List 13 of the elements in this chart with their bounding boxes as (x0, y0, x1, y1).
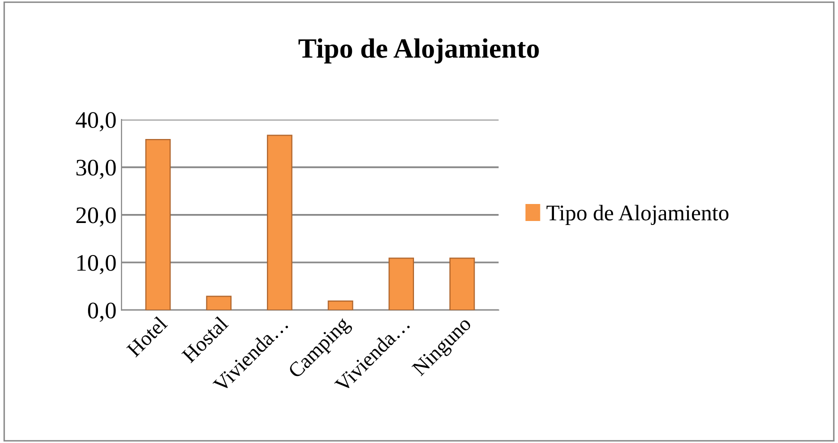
bar (266, 134, 292, 310)
bar (449, 258, 475, 310)
y-tick-label: 40,0 (76, 112, 116, 132)
bar (145, 139, 171, 310)
y-tick-label: 0,0 (88, 302, 116, 322)
y-tick-label: 30,0 (76, 160, 116, 180)
chart-title: Tipo de Alojamiento (298, 38, 539, 64)
bar (206, 296, 232, 310)
bar (328, 300, 354, 310)
y-tick-label: 10,0 (77, 254, 116, 274)
y-tick-label: 20,0 (76, 207, 116, 227)
legend-label: Tipo de Alojamiento (546, 204, 728, 225)
bar (388, 258, 414, 310)
